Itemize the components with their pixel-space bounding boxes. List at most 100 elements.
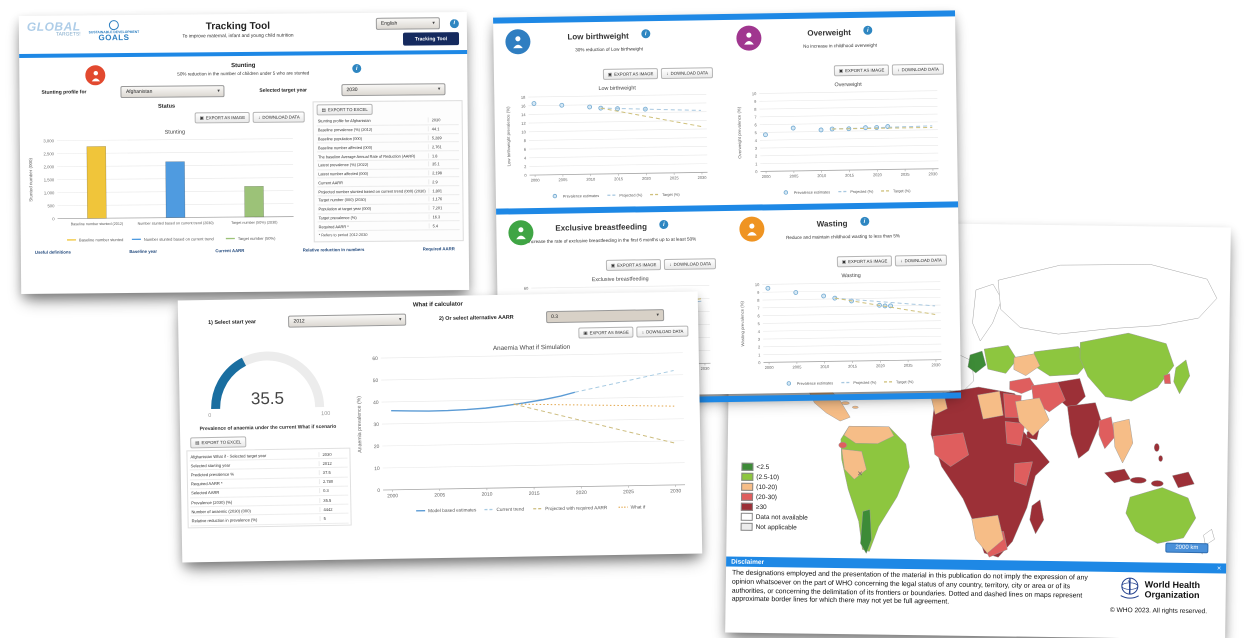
- info-icon[interactable]: i: [352, 63, 362, 74]
- export-excel-button[interactable]: ▤ EXPORT TO EXCEL: [190, 436, 247, 449]
- row-value: 2030: [318, 451, 347, 457]
- export-image-button[interactable]: ▣ EXPORT AS IMAGE: [833, 64, 890, 77]
- section-subtitle: Reduce and maintain childhood wasting to…: [786, 233, 901, 241]
- row-value: 35.1: [428, 161, 459, 167]
- export-image-button[interactable]: ▣ EXPORT AS IMAGE: [605, 259, 662, 271]
- svg-text:2: 2: [524, 164, 527, 169]
- map-legend-item: (10-20): [741, 482, 808, 492]
- row-label: Relative reduction in prevalence (%): [191, 517, 258, 524]
- export-image-button[interactable]: ▣ EXPORT AS IMAGE: [578, 326, 634, 339]
- target-year-select[interactable]: 2030 ▾: [341, 83, 446, 97]
- download-data-button[interactable]: ↓ DOWNLOAD DATA: [895, 254, 947, 267]
- language-select[interactable]: English ▾: [375, 17, 440, 30]
- row-label: Projected number stunted based on curren…: [318, 188, 426, 194]
- chevron-down-icon: ▾: [217, 88, 220, 95]
- overweight-chart[interactable]: Overweight Overweight prevalence (%) 0 1 2 3 4…: [733, 77, 949, 198]
- svg-text:10: 10: [521, 129, 526, 134]
- svg-text:Anaemia prevalence (%): Anaemia prevalence (%): [356, 396, 363, 453]
- tracking-tool-nav-button[interactable]: Tracking Tool: [402, 32, 460, 46]
- anaemia-what-if-chart[interactable]: Anaemia What if Simulation Anaemia preval…: [353, 339, 696, 517]
- footer-link[interactable]: Baseline year: [129, 248, 158, 255]
- country-select[interactable]: Afghanistan ▾: [120, 85, 225, 99]
- region-new-zealand-north: [1203, 529, 1215, 546]
- world-map[interactable]: [726, 221, 1231, 564]
- svg-text:0: 0: [377, 488, 380, 494]
- image-icon: ▣: [607, 71, 613, 77]
- svg-text:2030: 2030: [701, 366, 711, 371]
- map-scale-bar: 2000 km: [1165, 542, 1209, 554]
- info-icon[interactable]: i: [449, 18, 459, 28]
- svg-text:7: 7: [757, 305, 760, 310]
- footer-link[interactable]: Useful definitions: [34, 249, 71, 255]
- footer-link[interactable]: Current AARR: [215, 248, 245, 254]
- svg-text:Overweight prevalence (%): Overweight prevalence (%): [736, 106, 742, 158]
- row-value: 5.4: [428, 222, 459, 229]
- legend-label: (20-30): [755, 493, 778, 501]
- row-label: Population at target year (000): [318, 206, 372, 212]
- table-footnote: * Refers to period 2012-2030: [318, 233, 368, 238]
- download-data-button[interactable]: ↓ DOWNLOAD DATA: [661, 67, 714, 80]
- download-data-button[interactable]: ↓ DOWNLOAD DATA: [636, 325, 689, 338]
- map-legend-item: (2.5-10): [741, 472, 808, 482]
- download-data-button[interactable]: ↓ DOWNLOAD DATA: [253, 111, 305, 123]
- svg-text:35.5: 35.5: [251, 389, 284, 409]
- export-image-button[interactable]: ▣ EXPORT AS IMAGE: [194, 111, 251, 124]
- svg-text:5: 5: [758, 321, 761, 326]
- wasting-chart[interactable]: Wasting Wasting prevalence (%) 0 1 2 3 4 5 6 7 8 9 1…: [736, 268, 952, 389]
- svg-text:2020: 2020: [642, 176, 652, 181]
- info-icon[interactable]: i: [863, 25, 873, 36]
- svg-text:4: 4: [524, 155, 527, 160]
- svg-text:4: 4: [758, 329, 761, 334]
- region-new-guinea: [1172, 471, 1195, 489]
- export-excel-button[interactable]: ▤ EXPORT TO EXCEL: [316, 103, 373, 116]
- svg-text:2020: 2020: [576, 490, 587, 496]
- close-icon[interactable]: ×: [857, 468, 863, 479]
- low-birthweight-chart[interactable]: Low birthweight Low birthweight prevalenc…: [502, 80, 718, 201]
- region-sudan: [1004, 421, 1026, 446]
- stunting-chart[interactable]: Stunting Stunted number (000) 0 500 1,000 1,5…: [25, 124, 304, 244]
- disclaimer-close-icon[interactable]: ×: [1216, 564, 1222, 572]
- svg-text:2000: 2000: [765, 365, 775, 370]
- svg-text:8: 8: [754, 107, 757, 112]
- target-year-label: Selected target year: [259, 87, 307, 94]
- svg-text:2010: 2010: [586, 177, 596, 182]
- download-icon: ↓: [666, 70, 669, 76]
- row-label: Baseline population (000): [317, 135, 363, 142]
- legend-swatch: [741, 462, 754, 471]
- info-icon[interactable]: i: [641, 29, 651, 39]
- region-east-africa: [1014, 461, 1033, 486]
- svg-text:Number stunted based on curren: Number stunted based on current trend (2…: [138, 221, 214, 226]
- excel-icon: ▤: [321, 106, 326, 112]
- svg-text:2030: 2030: [928, 171, 938, 176]
- svg-text:18: 18: [521, 95, 526, 100]
- svg-text:9: 9: [754, 99, 757, 104]
- svg-text:2030: 2030: [931, 362, 941, 367]
- svg-text:6: 6: [754, 122, 757, 127]
- export-image-button[interactable]: ▣ EXPORT AS IMAGE: [602, 68, 659, 80]
- export-image-button[interactable]: ▣ EXPORT AS IMAGE: [836, 255, 893, 268]
- download-data-button[interactable]: ↓ DOWNLOAD DATA: [664, 258, 717, 270]
- start-year-select[interactable]: 2012 ▾: [288, 313, 407, 328]
- alt-aarr-select[interactable]: 0.3 ▾: [545, 309, 665, 324]
- region-germany: [967, 350, 987, 374]
- info-icon[interactable]: i: [659, 220, 669, 230]
- svg-text:Target (%): Target (%): [893, 189, 911, 193]
- svg-text:2020: 2020: [873, 172, 883, 177]
- download-data-button[interactable]: ↓ DOWNLOAD DATA: [892, 63, 944, 76]
- footer-link[interactable]: Relative reduction in numbers: [302, 247, 365, 253]
- svg-text:2005: 2005: [434, 492, 445, 498]
- footer-link[interactable]: Required AARR: [422, 246, 455, 252]
- svg-text:2: 2: [758, 344, 761, 349]
- row-value: 5,289: [427, 135, 458, 141]
- row-value: 44.1: [427, 126, 458, 132]
- map-legend-item: ≥30: [740, 502, 808, 512]
- svg-text:0: 0: [208, 413, 211, 419]
- info-icon[interactable]: i: [859, 217, 869, 227]
- chevron-down-icon: ▾: [437, 86, 441, 93]
- disclaimer-text: The designations employed and the presen…: [731, 569, 1088, 607]
- svg-text:100: 100: [321, 411, 330, 417]
- legend-swatch: [740, 522, 753, 531]
- global-targets-logo: GLOBAL TARGETS!: [26, 19, 81, 38]
- svg-text:Projected with required AARR: Projected with required AARR: [545, 505, 608, 511]
- row-value: 1.8: [428, 152, 459, 158]
